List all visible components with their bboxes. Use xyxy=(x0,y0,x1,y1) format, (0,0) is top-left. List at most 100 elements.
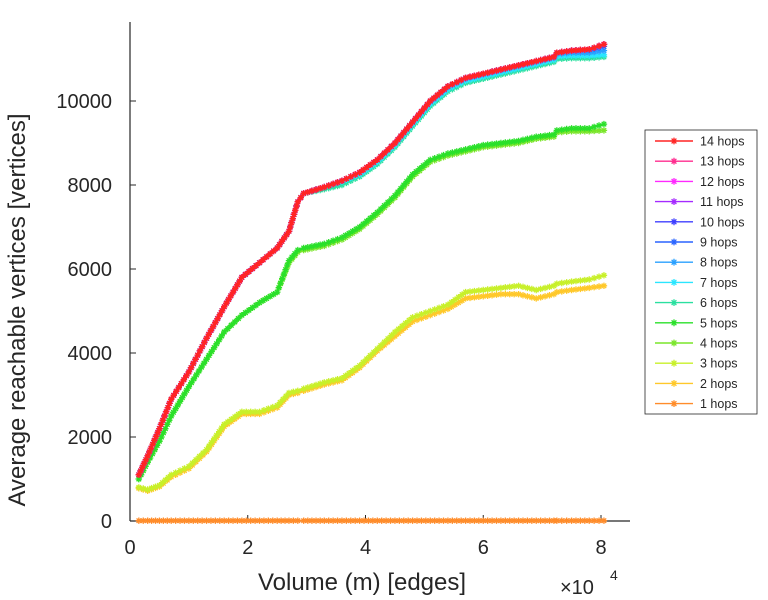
legend-label: 4 hops xyxy=(700,337,738,351)
series-8-hops xyxy=(135,47,608,478)
data-point xyxy=(316,517,324,524)
data-point xyxy=(524,293,531,300)
series-markers xyxy=(135,47,608,478)
data-point xyxy=(558,126,565,133)
series-line xyxy=(137,43,605,476)
data-point xyxy=(546,283,553,291)
data-point xyxy=(321,379,328,386)
data-point xyxy=(218,332,225,340)
data-point xyxy=(147,444,155,452)
data-point xyxy=(403,125,410,133)
legend-swatch-marker xyxy=(670,339,678,347)
data-point xyxy=(427,312,434,319)
legend-label: 6 hops xyxy=(700,296,738,310)
data-point xyxy=(377,205,385,213)
data-point xyxy=(458,297,466,304)
data-point xyxy=(400,129,407,136)
data-point xyxy=(424,101,431,108)
data-point xyxy=(553,288,561,296)
data-point xyxy=(590,52,598,59)
data-point xyxy=(590,127,598,135)
series-line xyxy=(137,129,604,480)
data-point xyxy=(338,181,346,189)
data-point xyxy=(165,474,172,481)
data-point xyxy=(279,396,287,403)
data-point xyxy=(259,256,267,263)
data-point xyxy=(252,301,260,309)
data-point xyxy=(444,83,452,90)
legend-label: 8 hops xyxy=(700,256,738,270)
data-point xyxy=(263,295,270,302)
data-point xyxy=(236,277,243,285)
data-point xyxy=(297,194,304,201)
data-point xyxy=(208,348,215,355)
data-point xyxy=(270,247,277,255)
data-point xyxy=(243,517,250,524)
data-point xyxy=(384,199,392,206)
data-point xyxy=(144,486,151,493)
data-point xyxy=(342,232,349,239)
data-point xyxy=(276,399,284,406)
data-point xyxy=(256,408,263,415)
data-point xyxy=(550,53,558,61)
series-markers xyxy=(135,41,608,478)
data-point xyxy=(347,517,354,524)
series-line xyxy=(137,53,604,476)
data-point xyxy=(471,294,478,301)
data-point xyxy=(160,517,167,524)
data-point xyxy=(533,295,540,302)
legend-swatch-marker xyxy=(670,178,678,185)
data-point xyxy=(198,343,206,350)
data-point xyxy=(275,284,283,291)
data-point xyxy=(572,286,580,293)
series-line xyxy=(137,49,605,476)
legend-item: 7 hops xyxy=(655,276,738,290)
data-point xyxy=(338,517,346,524)
data-point xyxy=(421,104,428,112)
data-point xyxy=(553,517,561,524)
data-point xyxy=(497,284,505,292)
data-point xyxy=(232,285,239,292)
data-point xyxy=(453,78,460,86)
data-point xyxy=(153,442,161,449)
data-point xyxy=(493,140,500,147)
data-point xyxy=(285,389,293,397)
data-point xyxy=(480,286,487,294)
legend-item: 14 hops xyxy=(655,135,744,149)
data-point xyxy=(215,336,223,343)
data-point xyxy=(242,309,249,316)
data-point xyxy=(144,517,151,524)
data-point xyxy=(418,108,425,115)
data-point xyxy=(225,517,232,524)
data-point xyxy=(541,284,549,292)
data-point xyxy=(590,48,598,56)
legend-label: 13 hops xyxy=(700,155,744,169)
data-point xyxy=(343,517,350,524)
data-point xyxy=(149,450,156,457)
data-point xyxy=(208,439,215,446)
data-point xyxy=(394,188,402,196)
data-point xyxy=(377,153,385,160)
data-point xyxy=(457,517,465,524)
data-point xyxy=(533,286,540,294)
data-point xyxy=(563,517,570,524)
series-markers xyxy=(135,41,608,478)
data-point xyxy=(178,380,185,387)
data-point xyxy=(484,141,491,148)
data-point xyxy=(293,202,300,210)
data-point xyxy=(370,348,377,356)
data-point xyxy=(359,359,367,366)
data-point xyxy=(195,367,203,375)
data-point xyxy=(510,138,518,145)
data-point xyxy=(457,76,465,84)
data-point xyxy=(338,375,346,382)
data-point xyxy=(572,125,580,132)
data-point xyxy=(586,46,593,53)
data-point xyxy=(440,303,447,310)
data-point xyxy=(210,435,218,442)
data-point xyxy=(181,517,188,524)
data-point xyxy=(210,344,218,351)
data-point xyxy=(515,137,522,145)
data-point xyxy=(497,291,505,298)
data-point xyxy=(558,48,565,56)
